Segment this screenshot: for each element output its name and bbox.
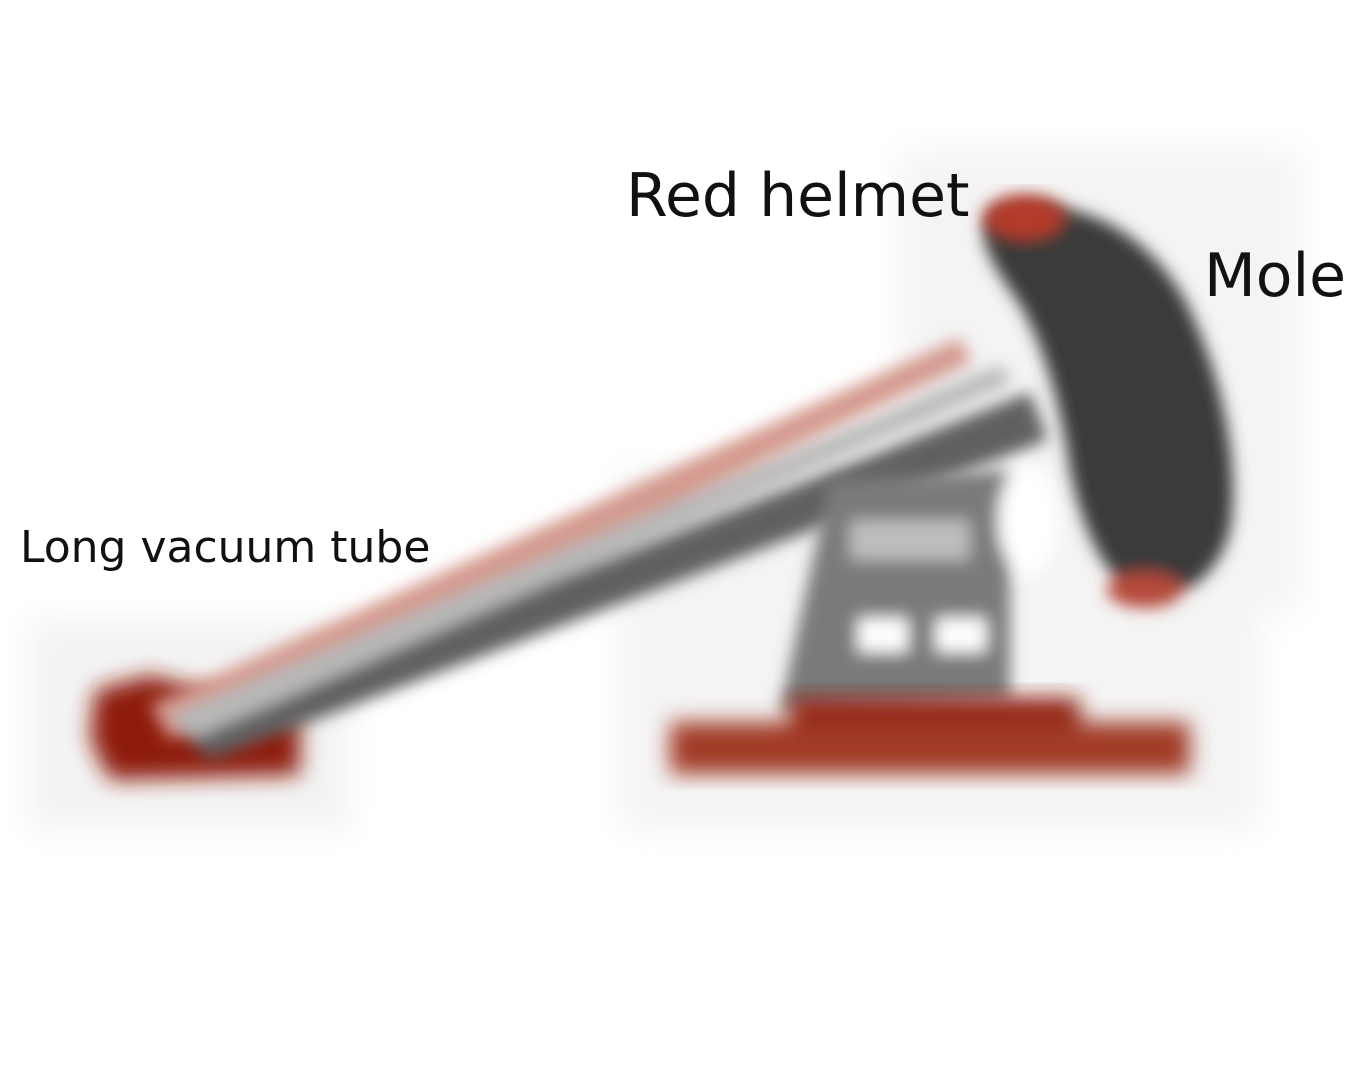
support-stand	[780, 464, 1058, 710]
red-helmet-shape	[983, 194, 1067, 242]
red-helmet-label: Red helmet	[626, 161, 970, 231]
mole-label: Mole	[1204, 241, 1347, 311]
long-vacuum-tube-label: Long vacuum tube	[20, 522, 431, 573]
mole-body	[983, 206, 1233, 608]
right-base	[670, 698, 1190, 774]
